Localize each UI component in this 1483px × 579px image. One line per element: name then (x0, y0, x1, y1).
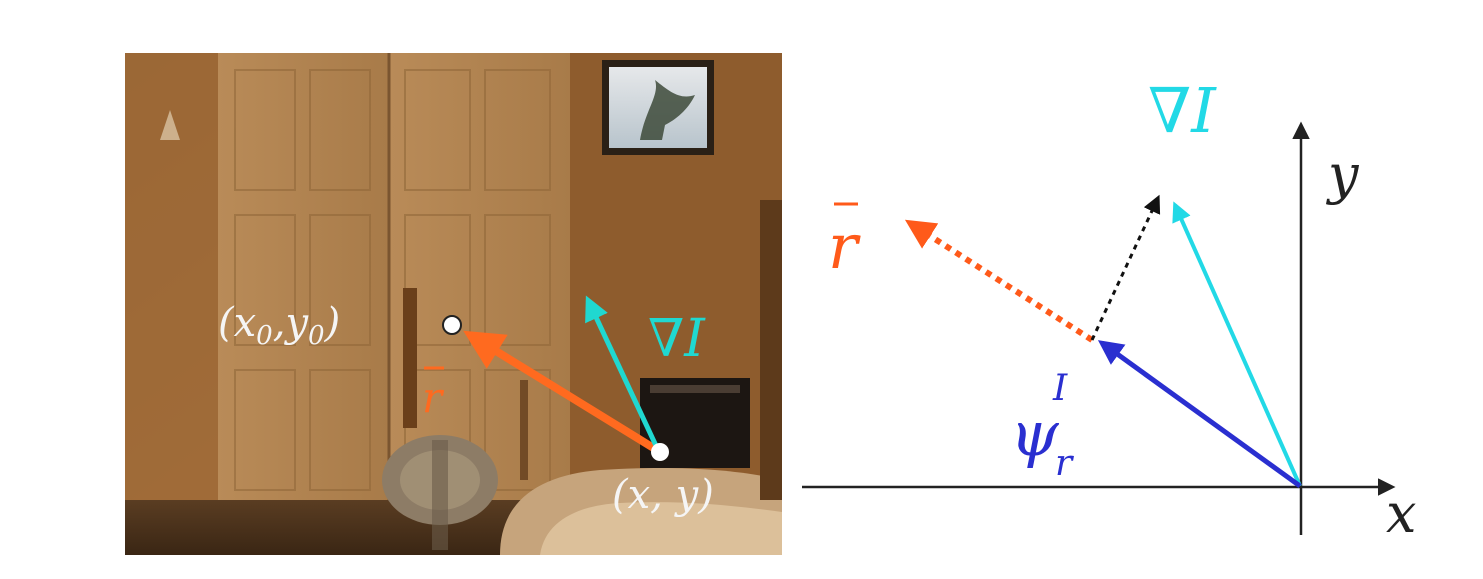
room-photo (125, 53, 782, 555)
axes-label-r: r (828, 210, 861, 283)
photo-label-point-y: y (674, 472, 700, 518)
r-direction-vector (904, 219, 1094, 343)
photo-label-r: r (422, 373, 445, 422)
psi-vector (1097, 340, 1302, 489)
door-left (218, 53, 388, 513)
axes-label-psi-sup: I (1052, 368, 1068, 409)
photo-label-origin-y-sub: 0 (308, 321, 325, 351)
axes-label-grad: ∇I (1148, 74, 1217, 147)
photo-label-origin-x-sub: 0 (256, 321, 273, 351)
photo-label-origin-x: x (234, 300, 257, 346)
photo-label-origin: (x0,y0) (218, 300, 340, 351)
photo-pixel-point (651, 443, 669, 461)
grad-vector (1172, 201, 1302, 487)
axis-label-y: y (1326, 143, 1360, 206)
axes-label-psi-sub: r (1055, 443, 1074, 484)
photo-label-point: (x, y) (612, 472, 714, 518)
difference-vector (1090, 194, 1161, 341)
psi-label: ψ I r (1010, 368, 1074, 484)
door-panels (234, 69, 551, 491)
hanging-item (403, 288, 417, 428)
photo-label-grad: ∇I (648, 309, 706, 369)
photo-r-vector (463, 330, 663, 456)
axes-label-psi: ψ (1010, 397, 1060, 470)
photo-grad-vector (585, 295, 661, 452)
wall-lamp (160, 110, 180, 140)
axes (802, 121, 1396, 535)
photo-origin-point (442, 315, 462, 335)
door-right (390, 53, 570, 513)
photo-label-point-x: x (628, 472, 651, 518)
axis-label-x: x (1386, 482, 1416, 545)
photo-label-origin-y: y (283, 300, 309, 346)
